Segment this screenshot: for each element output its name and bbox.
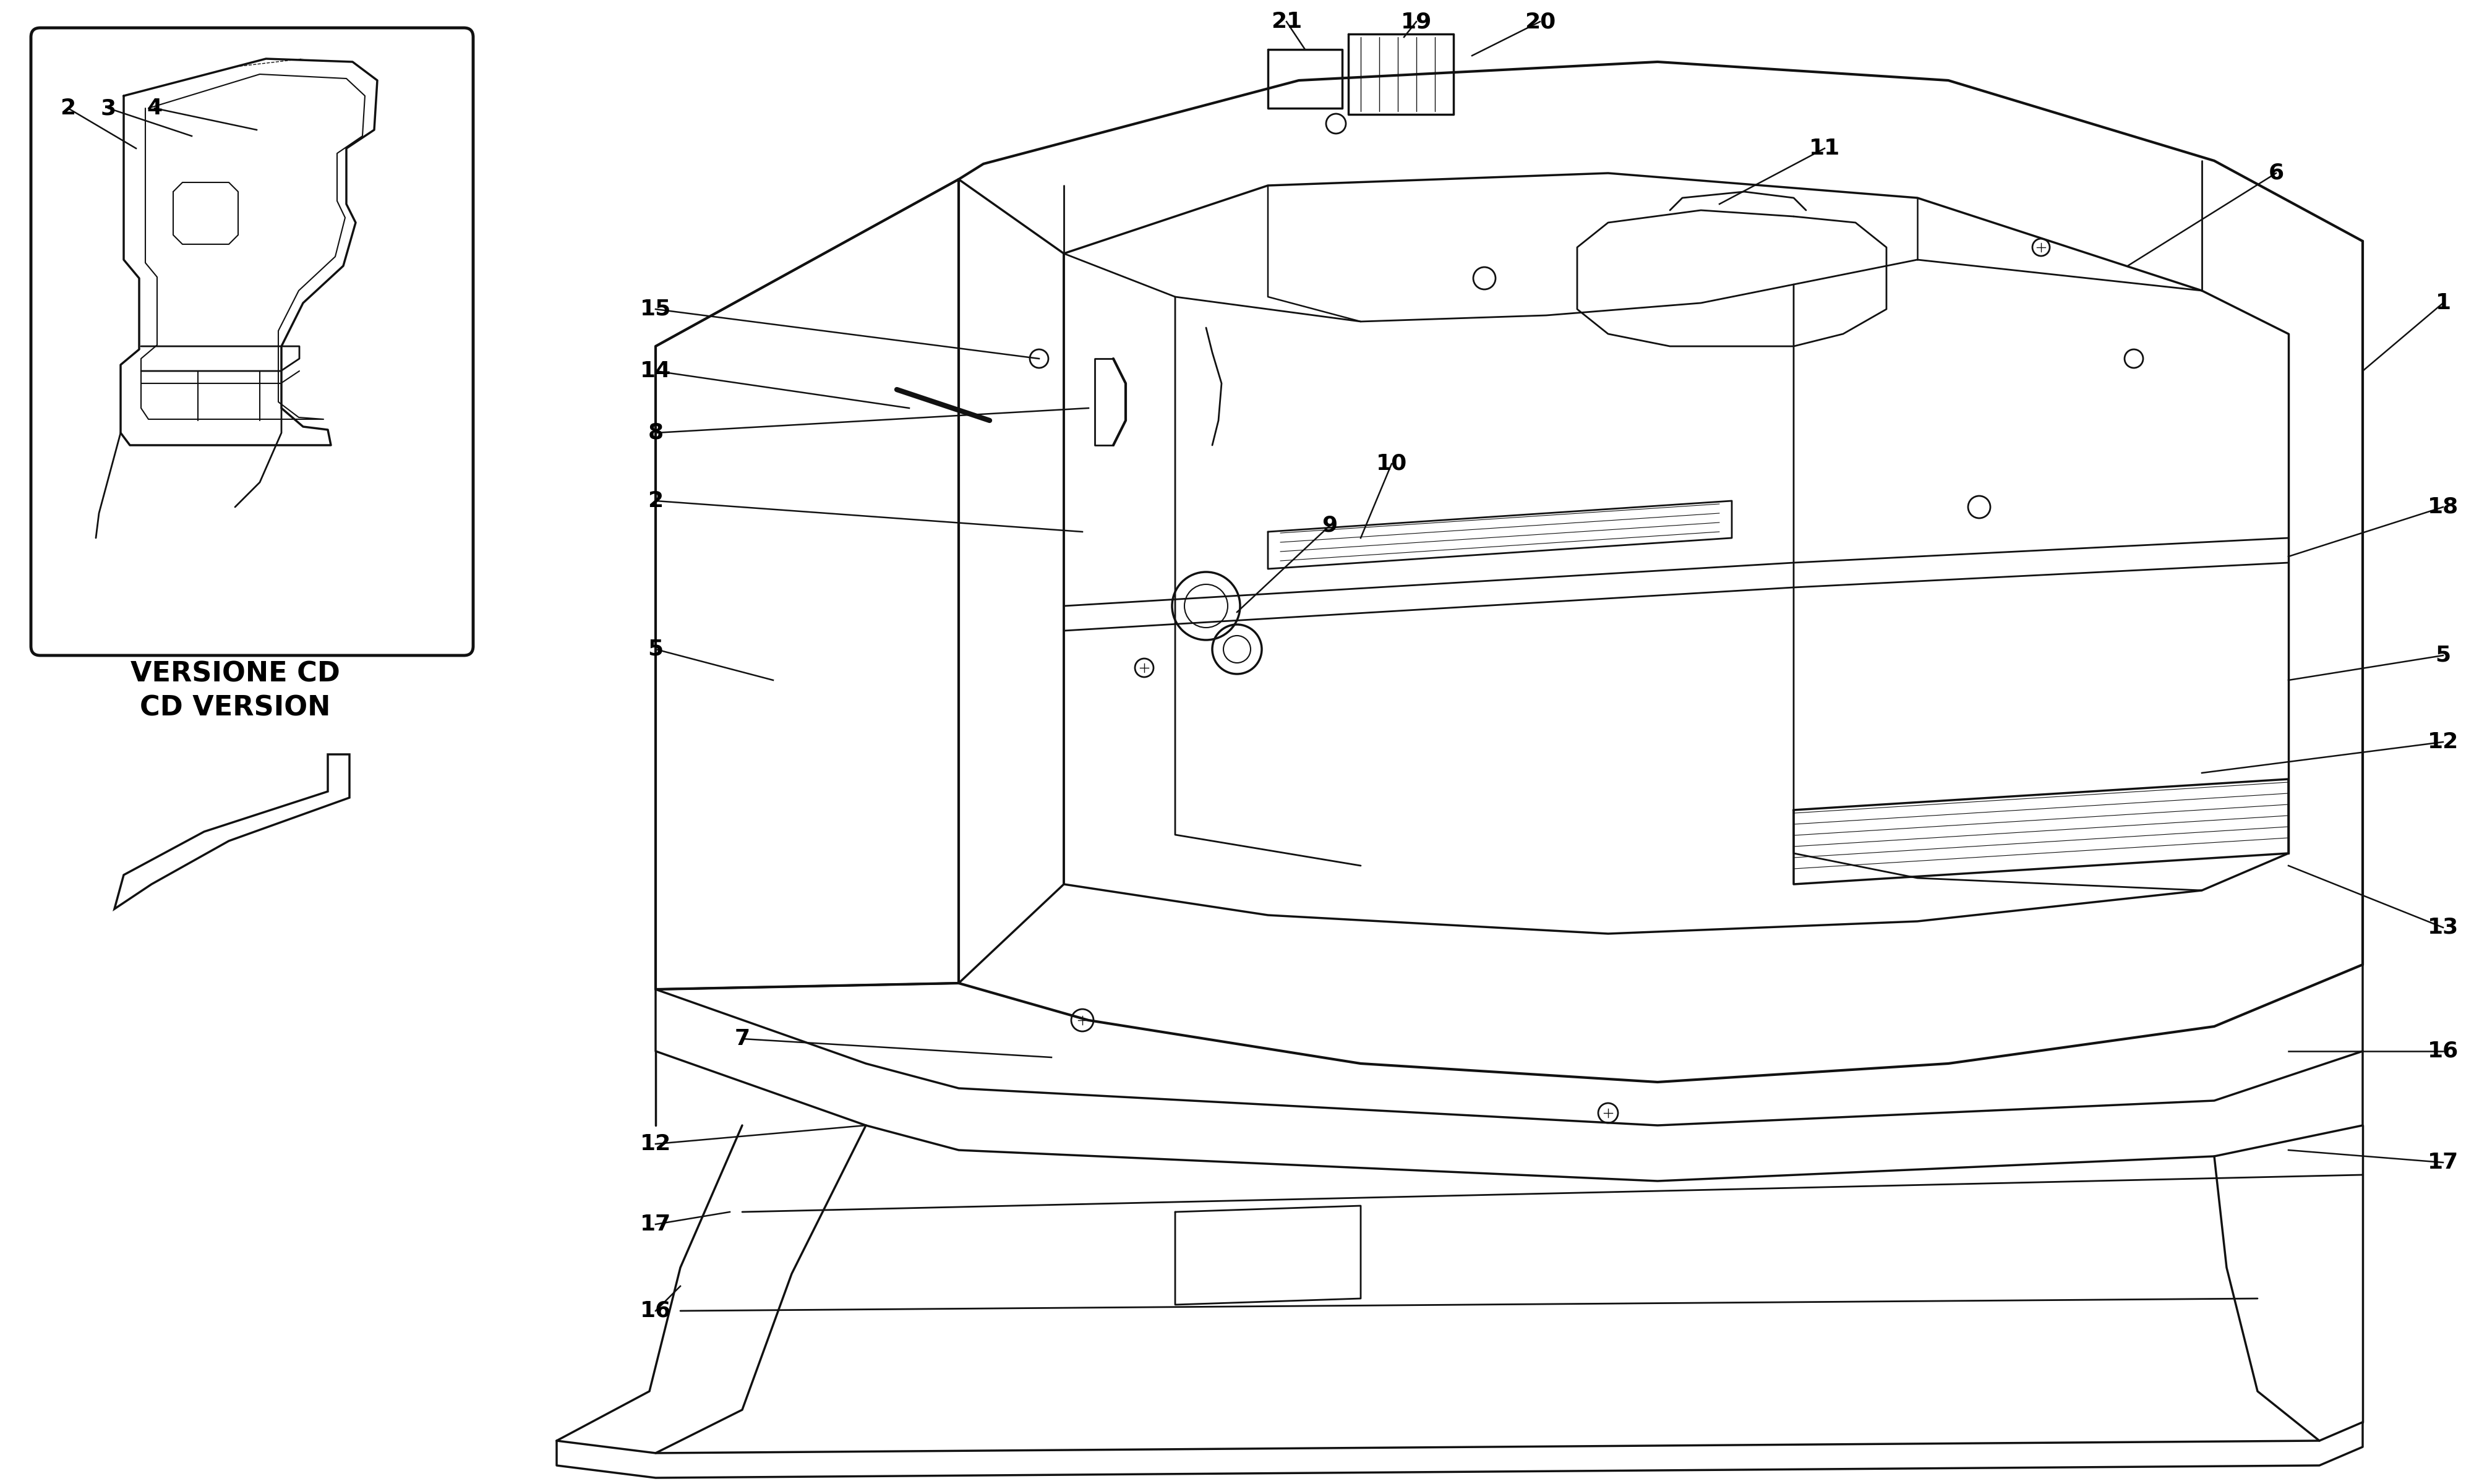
Text: 8: 8 (648, 423, 663, 444)
Text: 2: 2 (648, 490, 663, 512)
Text: 7: 7 (735, 1028, 750, 1049)
Text: 9: 9 (1321, 515, 1338, 536)
Text: 13: 13 (2427, 917, 2459, 938)
Text: 3: 3 (101, 98, 116, 119)
Polygon shape (114, 754, 349, 908)
Text: 17: 17 (2427, 1152, 2459, 1172)
Text: 5: 5 (2434, 646, 2452, 666)
Text: 10: 10 (1376, 453, 1408, 475)
Text: 21: 21 (1272, 10, 1301, 33)
Text: 5: 5 (648, 638, 663, 660)
Text: 12: 12 (641, 1134, 670, 1155)
FancyBboxPatch shape (30, 28, 473, 656)
Text: 16: 16 (2427, 1040, 2459, 1061)
Text: 14: 14 (641, 361, 670, 381)
Text: 1: 1 (2434, 292, 2452, 313)
Text: 6: 6 (2269, 163, 2284, 184)
Text: 4: 4 (146, 98, 163, 119)
Text: 20: 20 (1524, 10, 1556, 33)
Circle shape (230, 295, 240, 304)
Text: 12: 12 (2427, 732, 2459, 752)
Text: 16: 16 (641, 1300, 670, 1321)
Text: 11: 11 (1808, 138, 1841, 159)
Text: 15: 15 (641, 298, 670, 319)
Text: 2: 2 (59, 98, 77, 119)
Text: CD VERSION: CD VERSION (139, 695, 332, 721)
Text: 18: 18 (2427, 497, 2459, 518)
Text: 17: 17 (641, 1214, 670, 1235)
Text: 19: 19 (1400, 10, 1432, 33)
Text: VERSIONE CD: VERSIONE CD (131, 660, 339, 687)
